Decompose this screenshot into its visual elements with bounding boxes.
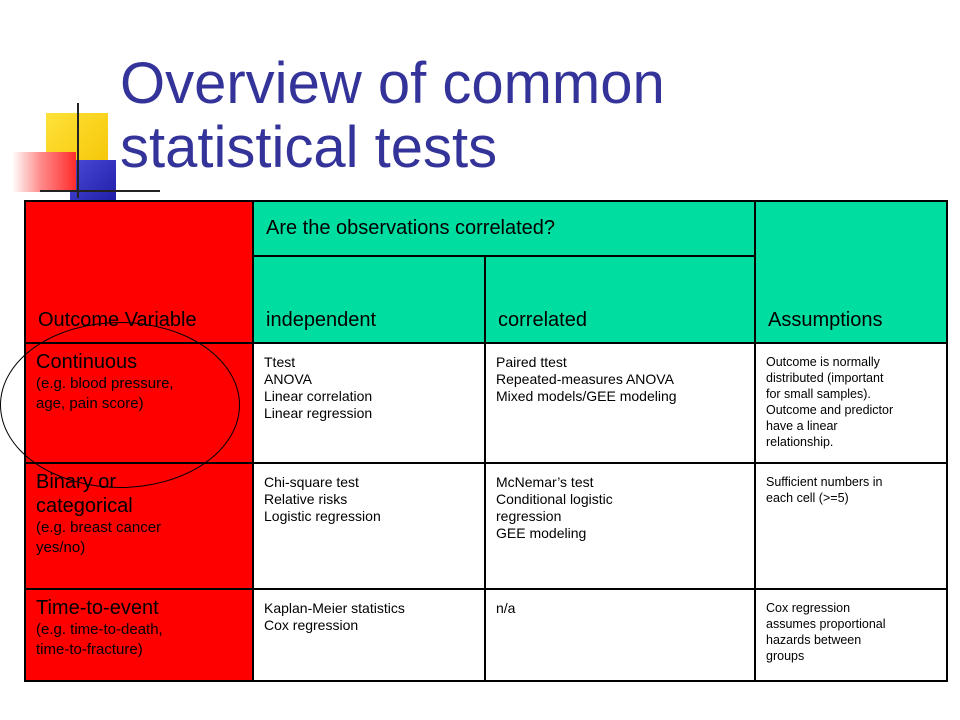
- assumption-text: distributed (important: [766, 371, 884, 385]
- test-name: n/a: [496, 600, 516, 616]
- header-correlated-label: correlated: [498, 309, 587, 331]
- correlated-cell: McNemar’s test Conditional logistic regr…: [484, 462, 756, 590]
- test-name: Cox regression: [264, 617, 359, 633]
- assumption-text: hazards between: [766, 633, 862, 647]
- header-correlation-label: Are the observations correlated?: [266, 217, 556, 239]
- test-name: Logistic regression: [264, 508, 381, 524]
- test-name: Kaplan-Meier statistics: [264, 600, 405, 616]
- header-outcome-label: Outcome Variable: [38, 309, 197, 331]
- outcome-title: categorical: [36, 495, 133, 517]
- outcome-example: (e.g. breast cancer: [36, 519, 162, 536]
- test-name: Relative risks: [264, 491, 348, 507]
- outcome-title: Continuous: [36, 351, 138, 373]
- test-name: regression: [496, 508, 562, 524]
- outcome-cell-continuous: Continuous (e.g. blood pressure, age, pa…: [24, 342, 254, 464]
- slide-title: Overview of common statistical tests: [120, 52, 665, 180]
- outcome-example: age, pain score): [36, 395, 144, 412]
- test-name: Mixed models/GEE modeling: [496, 388, 677, 404]
- header-correlated: correlated: [484, 255, 756, 344]
- outcome-example: yes/no): [36, 539, 86, 556]
- test-name: Chi-square test: [264, 474, 359, 490]
- title-line-1: Overview of common: [120, 51, 665, 116]
- assumption-text: groups: [766, 649, 805, 663]
- test-name: Repeated-measures ANOVA: [496, 371, 674, 387]
- assumption-text: Outcome is normally: [766, 355, 880, 369]
- table-row: Continuous (e.g. blood pressure, age, pa…: [24, 342, 948, 464]
- decorative-red-block: [12, 152, 76, 192]
- decorative-horizontal-line: [40, 190, 160, 192]
- independent-cell: Ttest ANOVA Linear correlation Linear re…: [252, 342, 486, 464]
- test-name: ANOVA: [264, 371, 312, 387]
- outcome-cell-binary: Binary or categorical (e.g. breast cance…: [24, 462, 254, 590]
- outcome-example: (e.g. blood pressure,: [36, 375, 174, 392]
- outcome-cell-time-to-event: Time-to-event (e.g. time-to-death, time-…: [24, 588, 254, 682]
- assumption-text: have a linear: [766, 419, 838, 433]
- test-name: Linear correlation: [264, 388, 373, 404]
- test-name: Ttest: [264, 354, 296, 370]
- assumption-text: assumes proportional: [766, 617, 886, 631]
- assumption-text: Cox regression: [766, 601, 851, 615]
- assumptions-cell: Cox regression assumes proportional haza…: [754, 588, 948, 682]
- assumption-text: relationship.: [766, 435, 834, 449]
- decorative-vertical-line: [77, 103, 79, 198]
- assumptions-cell: Outcome is normally distributed (importa…: [754, 342, 948, 464]
- header-independent: independent: [252, 255, 486, 344]
- header-assumptions-label: Assumptions: [768, 309, 883, 331]
- assumption-text: Sufficient numbers in: [766, 475, 883, 489]
- header-independent-label: independent: [266, 309, 377, 331]
- independent-cell: Chi-square test Relative risks Logistic …: [252, 462, 486, 590]
- table-row: Binary or categorical (e.g. breast cance…: [24, 462, 948, 590]
- correlated-cell: n/a: [484, 588, 756, 682]
- test-name: GEE modeling: [496, 525, 587, 541]
- test-name: Paired ttest: [496, 354, 567, 370]
- test-name: McNemar’s test: [496, 474, 594, 490]
- assumption-text: for small samples).: [766, 387, 871, 401]
- table-row: Time-to-event (e.g. time-to-death, time-…: [24, 588, 948, 682]
- assumptions-cell: Sufficient numbers in each cell (>=5): [754, 462, 948, 590]
- independent-cell: Kaplan-Meier statistics Cox regression: [252, 588, 486, 682]
- statistical-tests-table: Outcome Variable Are the observations co…: [24, 200, 948, 682]
- correlated-cell: Paired ttest Repeated-measures ANOVA Mix…: [484, 342, 756, 464]
- header-correlation-question: Are the observations correlated?: [252, 200, 756, 257]
- assumption-text: Outcome and predictor: [766, 403, 894, 417]
- header-outcome-variable: Outcome Variable: [24, 200, 254, 344]
- outcome-example: time-to-fracture): [36, 641, 143, 658]
- outcome-title: Time-to-event: [36, 597, 159, 619]
- header-assumptions: Assumptions: [754, 200, 948, 344]
- assumption-text: each cell (>=5): [766, 491, 849, 505]
- title-line-2: statistical tests: [120, 115, 498, 180]
- test-name: Linear regression: [264, 405, 373, 421]
- test-name: Conditional logistic: [496, 491, 613, 507]
- outcome-title: Binary or: [36, 471, 117, 493]
- outcome-example: (e.g. time-to-death,: [36, 621, 163, 638]
